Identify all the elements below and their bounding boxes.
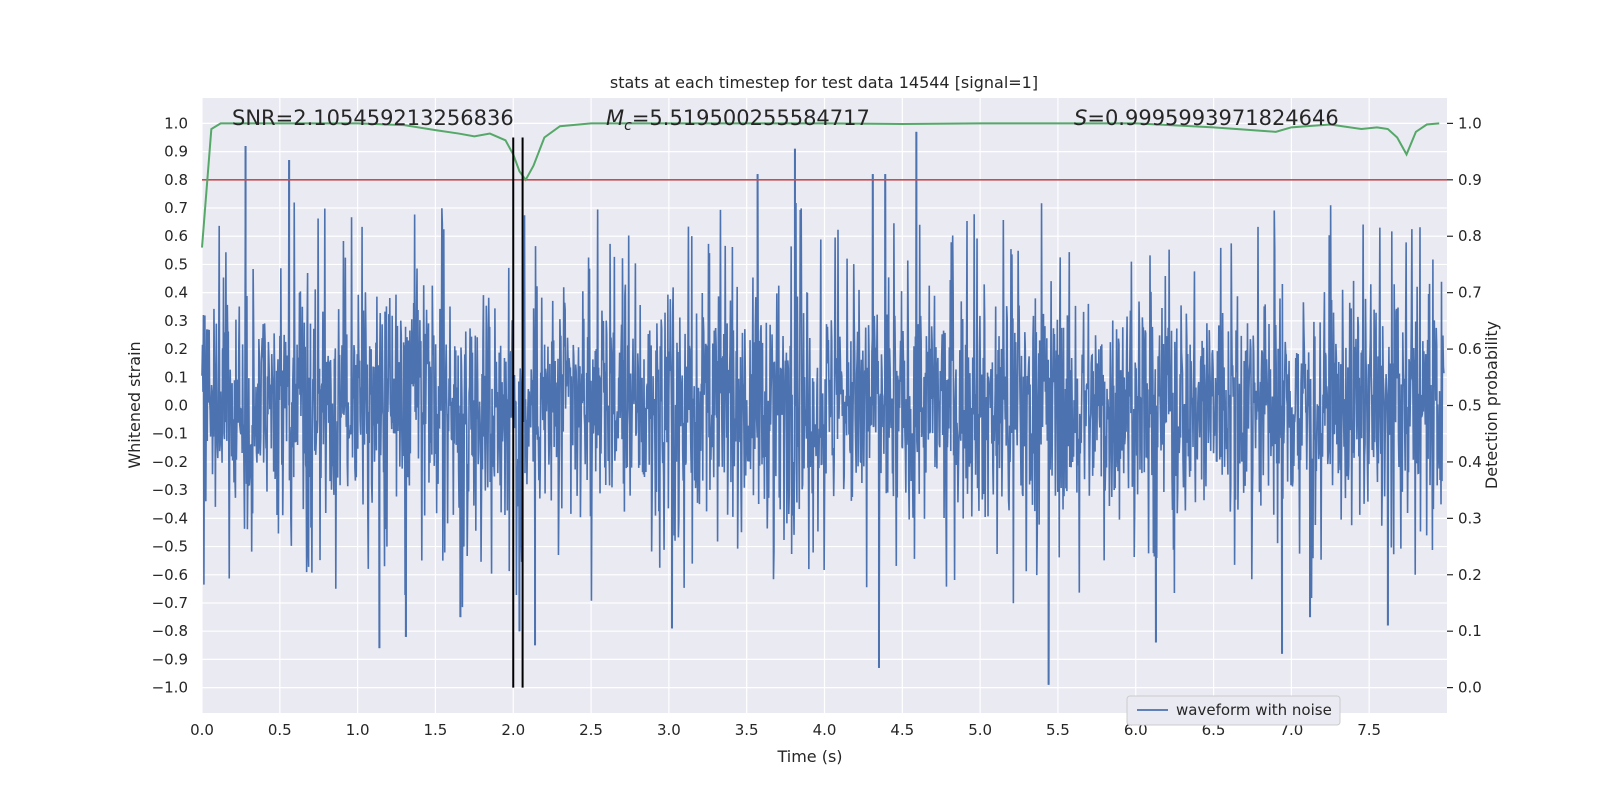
y-right-tick-label: 0.4 [1458, 453, 1482, 471]
y-tick-label: −1.0 [152, 679, 188, 697]
mc-symbol: M [606, 106, 624, 130]
y-right-tick-label: 0.7 [1458, 284, 1482, 302]
chart-title: stats at each timestep for test data 145… [610, 73, 1038, 92]
x-tick-label: 4.0 [813, 721, 837, 739]
legend-label-waveform: waveform with noise [1176, 701, 1332, 719]
y-tick-label: 0.2 [164, 340, 188, 358]
snr-stat-annotation: S=0.9995993971824646 [1074, 106, 1339, 130]
y-tick-label: −0.1 [152, 425, 188, 443]
x-tick-label: 5.5 [1046, 721, 1070, 739]
snr-annotation: SNR=2.105459213256836 [232, 106, 514, 130]
y-right-tick-label: 0.5 [1458, 397, 1482, 415]
y-tick-label: 0.5 [164, 255, 188, 273]
y-right-tick-label: 0.2 [1458, 566, 1482, 584]
y-right-tick-label: 0.8 [1458, 227, 1482, 245]
x-tick-label: 5.0 [968, 721, 992, 739]
y-tick-label: 0.0 [164, 397, 188, 415]
x-tick-label: 7.5 [1357, 721, 1381, 739]
x-tick-label: 1.0 [346, 721, 370, 739]
y-right-tick-label: 0.3 [1458, 509, 1482, 527]
y-axis-label: Whitened strain [125, 341, 144, 468]
y-tick-label: −0.6 [152, 566, 188, 584]
y-tick-label: 0.6 [164, 227, 188, 245]
y-tick-label: 0.8 [164, 171, 188, 189]
s-value: =0.9995993971824646 [1087, 106, 1338, 130]
chirp-mass-annotation: Mc=5.519500255584717 [606, 106, 870, 134]
x-tick-label: 2.5 [579, 721, 603, 739]
x-tick-label: 3.5 [735, 721, 759, 739]
y-right-tick-label: 0.1 [1458, 622, 1482, 640]
y-right-axis-label: Detection probability [1482, 321, 1501, 489]
y-tick-label: 0.4 [164, 284, 188, 302]
x-tick-label: 0.5 [268, 721, 292, 739]
y-tick-label: −0.2 [152, 453, 188, 471]
y-tick-label: −0.8 [152, 622, 188, 640]
y-tick-label: −0.7 [152, 594, 188, 612]
y-right-tick-label: 1.0 [1458, 114, 1482, 132]
y-tick-label: −0.5 [152, 538, 188, 556]
y-tick-label: −0.9 [152, 650, 188, 668]
x-tick-label: 1.5 [424, 721, 448, 739]
x-tick-label: 0.0 [190, 721, 214, 739]
y-tick-label: 0.9 [164, 143, 188, 161]
y-right-tick-label: 0.6 [1458, 340, 1482, 358]
s-symbol: S [1074, 106, 1087, 130]
y-tick-label: 0.1 [164, 368, 188, 386]
x-tick-label: 2.0 [501, 721, 525, 739]
legend: waveform with noise [1127, 696, 1340, 725]
x-tick-label: 3.0 [657, 721, 681, 739]
x-axis-label: Time (s) [776, 747, 842, 766]
y-tick-label: 1.0 [164, 114, 188, 132]
mc-value: =5.519500255584717 [632, 106, 870, 130]
x-tick-label: 4.5 [890, 721, 914, 739]
y-tick-label: 0.7 [164, 199, 188, 217]
y-right-tick-label: 0.0 [1458, 679, 1482, 697]
y-right-tick-label: 0.9 [1458, 171, 1482, 189]
y-tick-label: −0.3 [152, 481, 188, 499]
y-tick-label: 0.3 [164, 312, 188, 330]
y-tick-label: −0.4 [152, 509, 188, 527]
